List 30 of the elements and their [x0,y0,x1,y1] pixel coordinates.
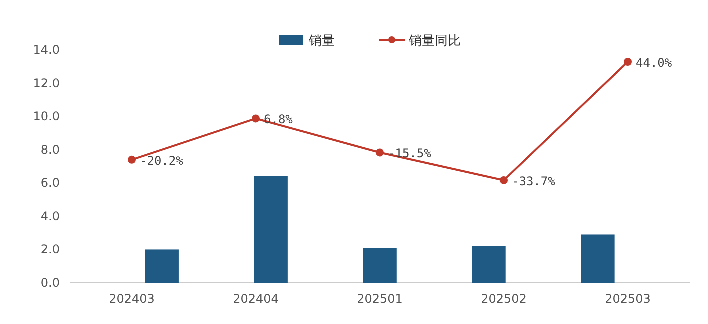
bar [363,248,397,283]
point [128,156,136,164]
data-label: 6.8% [264,112,294,127]
y-tick-label: 8.0 [40,142,60,157]
bar [472,246,506,283]
bar [581,234,615,283]
y-tick-label: 2.0 [40,242,60,257]
data-label: -15.5% [388,146,432,161]
y-tick-label: 0.0 [40,276,60,290]
point [252,114,260,123]
data-label: -20.2% [140,154,184,168]
y-tick-label: 6.0 [40,176,60,190]
x-tick-label: 202403 [109,292,155,306]
y-tick-label: 4.0 [40,209,60,224]
x-tick-label: 202501 [357,292,403,306]
y-tick-label: 14.0 [33,43,60,57]
x-tick-label: 202503 [605,292,651,306]
y-tick-label: 12.0 [33,76,60,90]
data-label: 44.0% [636,56,673,70]
x-tick-label: 202502 [481,292,527,306]
x-tick-label: 202404 [233,292,279,306]
legend-label: 销量 [308,34,335,49]
legend-label: 销量同比 [408,34,461,49]
data-label: -33.7% [512,174,556,188]
point [500,176,508,184]
bar [145,250,179,283]
point [376,148,384,157]
point [624,58,632,66]
y-tick-label: 10.0 [33,110,60,124]
bar [254,176,288,283]
